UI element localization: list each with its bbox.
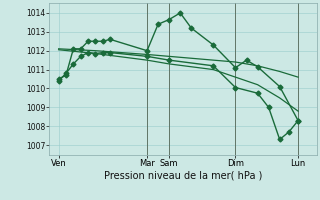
X-axis label: Pression niveau de la mer( hPa ): Pression niveau de la mer( hPa ) <box>104 171 262 181</box>
